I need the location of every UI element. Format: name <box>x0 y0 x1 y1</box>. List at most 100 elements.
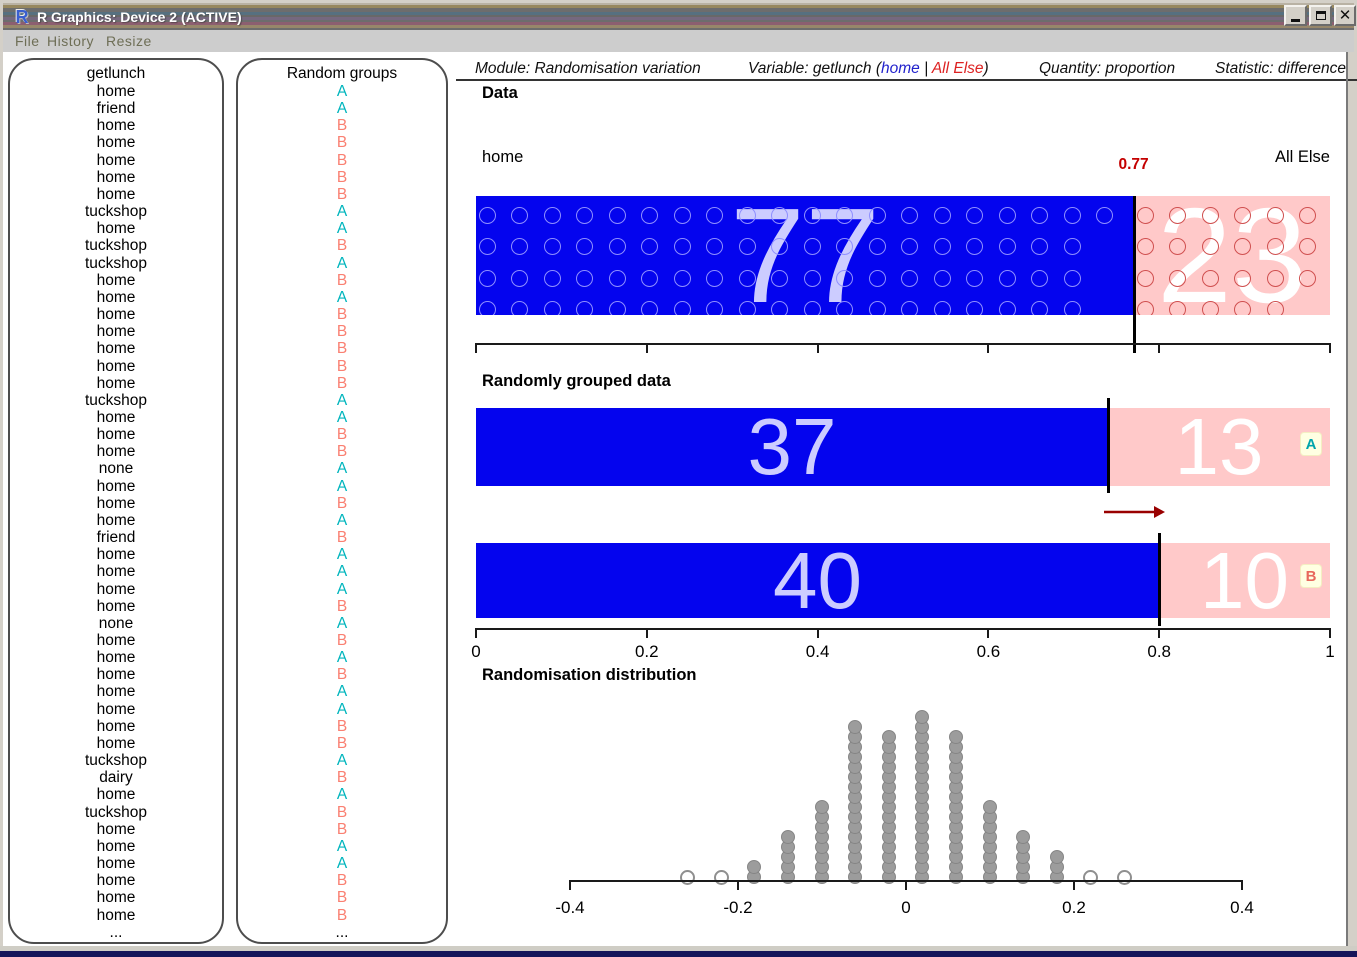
axis-tick <box>737 880 739 890</box>
variable-level1: home <box>880 60 920 77</box>
menu-file[interactable]: File <box>15 33 40 49</box>
unit-circle-icon <box>1234 301 1251 315</box>
group-letter: B <box>336 306 348 324</box>
unit-circle-icon <box>738 238 756 255</box>
distribution-dot <box>881 730 896 744</box>
axis-tick-label: -0.2 <box>723 898 753 917</box>
group-a-badge: A <box>1300 432 1322 456</box>
unit-circle-icon <box>1169 238 1186 255</box>
minimize-button[interactable] <box>1284 5 1307 26</box>
random-groups-rows: A A B B B B B A A B A B A B B B B B A A … <box>335 83 349 941</box>
window-bottom-border <box>0 946 1357 951</box>
unit-circle-icon <box>1096 206 1113 224</box>
window-bottom-strip <box>0 951 1357 957</box>
unit-circle-icon <box>608 206 626 224</box>
title-bar[interactable]: R R Graphics: Device 2 (ACTIVE) <box>3 3 1354 30</box>
group-letter: A <box>336 837 348 855</box>
group-a-bar: 37 13 <box>476 408 1330 486</box>
unit-circle-icon <box>511 238 528 255</box>
unit-circle-icon <box>543 301 561 315</box>
unit-circle-icon <box>543 206 561 224</box>
unit-circle-icon <box>803 269 821 287</box>
unit-circle-icon <box>1031 269 1048 287</box>
group-b-count-allelse: 10 <box>1200 543 1289 618</box>
unit-circle-icon <box>1234 238 1251 255</box>
unit-circle-icon <box>511 301 528 315</box>
group-letter: A <box>336 580 348 598</box>
close-button[interactable]: ✕ <box>1334 5 1356 26</box>
unit-circle-icon <box>673 206 691 224</box>
group-letter: B <box>336 872 348 890</box>
group-letter: B <box>336 529 348 547</box>
data-list-panel: getlunch home friend home home home home… <box>8 58 224 944</box>
distribution-dot <box>747 860 762 874</box>
group-letter: A <box>336 855 348 873</box>
data-proportion-marker-line <box>1133 196 1136 353</box>
unit-circle-icon <box>1201 301 1219 315</box>
group-letter: B <box>336 271 348 289</box>
menu-resize[interactable]: Resize <box>106 33 152 49</box>
group-letter: A <box>336 408 348 426</box>
unit-circle-icon <box>901 206 918 224</box>
unit-circle-icon <box>478 238 496 255</box>
group-letter: A <box>336 752 348 770</box>
axis-tick <box>645 628 648 638</box>
unit-circle-icon <box>673 301 691 315</box>
unit-circle-icon <box>1266 269 1284 287</box>
data-list-header: getlunch <box>86 65 146 82</box>
axis-tick <box>1073 880 1075 890</box>
unit-circle-icon <box>836 206 853 224</box>
group-letter: A <box>336 100 348 118</box>
distribution-dot <box>948 730 963 744</box>
group-a-home-segment: 37 <box>476 408 1108 486</box>
r-logo-icon: R <box>15 7 29 27</box>
group-letter: B <box>336 374 348 392</box>
group-letter: B <box>336 889 348 907</box>
unit-circle-icon <box>1063 206 1081 224</box>
unit-circle-icon <box>868 301 886 315</box>
unit-circle-icon <box>1136 238 1154 255</box>
unit-circle-icon <box>1136 269 1154 287</box>
unit-circle-icon <box>1169 206 1186 224</box>
group-b-badge: B <box>1300 564 1322 588</box>
group-letter: A <box>336 477 348 495</box>
group-letter: A <box>336 254 348 272</box>
axis-tick <box>569 880 571 890</box>
group-letter: B <box>336 323 348 341</box>
unit-circle-icon <box>673 269 691 287</box>
window-title: R Graphics: Device 2 (ACTIVE) <box>37 9 242 25</box>
group-letter: B <box>336 632 348 649</box>
axis-tick <box>905 880 907 890</box>
unit-circle-icon <box>1299 269 1316 287</box>
unit-circle-icon <box>706 269 723 287</box>
unit-circle-icon <box>706 238 723 255</box>
group-letter: A <box>336 203 348 221</box>
axis-tick-label: 0 <box>901 898 911 917</box>
data-right-label: All Else <box>1274 148 1330 166</box>
variable-label: Variable: getlunch (home | All Else) <box>748 60 989 77</box>
unit-circle-icon <box>1266 238 1284 255</box>
axis-tick <box>987 343 990 353</box>
unit-circle-icon <box>1063 269 1081 287</box>
unit-circle-icon <box>1136 206 1154 224</box>
unit-circle-icon <box>543 269 561 287</box>
unit-circle-icon <box>901 238 918 255</box>
data-bar-home-segment: 77 <box>476 196 1134 315</box>
unit-circle-icon <box>771 269 788 287</box>
axis-tick <box>1329 628 1331 638</box>
unit-circle-icon <box>933 238 951 255</box>
maximize-button[interactable] <box>1309 5 1332 26</box>
menu-history[interactable]: History <box>47 33 95 49</box>
unit-circle-icon <box>836 269 853 287</box>
group-letter: B <box>336 666 348 684</box>
unit-circle-icon <box>933 269 951 287</box>
data-section-title: Data <box>482 84 518 102</box>
unit-circle-icon <box>641 238 658 255</box>
header-rule <box>456 79 1357 81</box>
group-letter: A <box>336 220 348 238</box>
window-right-border <box>1346 52 1348 946</box>
distribution-dot <box>780 830 795 844</box>
unit-circle-icon <box>966 301 983 315</box>
unit-circle-icon <box>673 238 691 255</box>
